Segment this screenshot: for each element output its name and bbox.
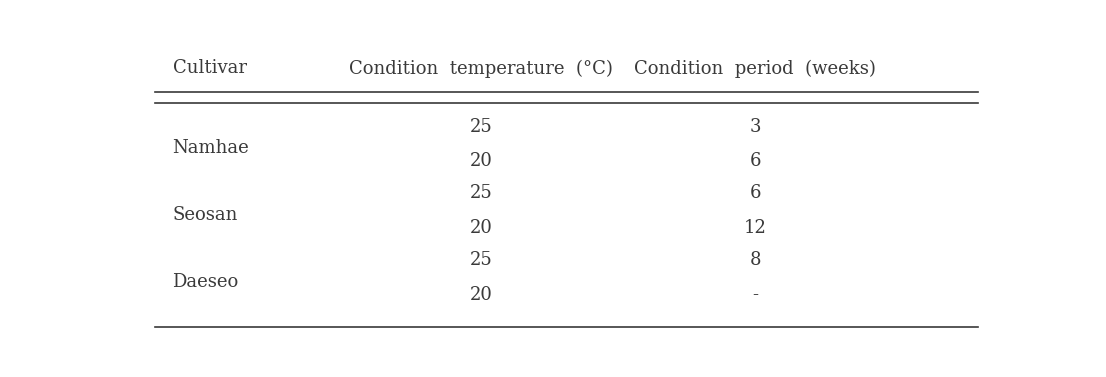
Text: 20: 20 — [470, 286, 492, 304]
Text: Cultivar: Cultivar — [173, 60, 247, 77]
Text: 8: 8 — [750, 251, 761, 269]
Text: 25: 25 — [470, 118, 492, 135]
Text: 20: 20 — [470, 152, 492, 170]
Text: 3: 3 — [750, 118, 761, 135]
Text: Daeseo: Daeseo — [173, 273, 239, 291]
Text: -: - — [752, 286, 759, 304]
Text: Condition  period  (weeks): Condition period (weeks) — [635, 59, 876, 78]
Text: 6: 6 — [750, 184, 761, 202]
Text: 12: 12 — [744, 219, 766, 237]
Text: Namhae: Namhae — [173, 139, 249, 157]
Text: 6: 6 — [750, 152, 761, 170]
Text: 20: 20 — [470, 219, 492, 237]
Text: Seosan: Seosan — [173, 206, 238, 224]
Text: 25: 25 — [470, 251, 492, 269]
Text: 25: 25 — [470, 184, 492, 202]
Text: Condition  temperature  (°C): Condition temperature (°C) — [349, 59, 613, 78]
